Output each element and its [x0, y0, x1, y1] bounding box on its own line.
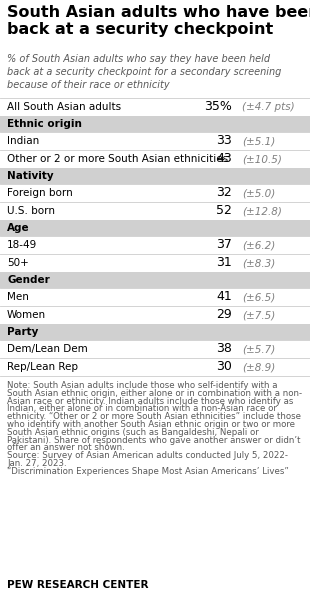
Text: (±12.8): (±12.8): [242, 206, 282, 216]
Text: Pakistani). Share of respondents who gave another answer or didn’t: Pakistani). Share of respondents who gav…: [7, 435, 300, 444]
Text: South Asian adults who have been held
back at a security checkpoint: South Asian adults who have been held ba…: [7, 5, 310, 38]
Text: All South Asian adults: All South Asian adults: [7, 102, 121, 112]
Text: 33: 33: [216, 135, 232, 148]
Text: Other or 2 or more South Asian ethnicities: Other or 2 or more South Asian ethniciti…: [7, 154, 228, 164]
Text: 32: 32: [216, 187, 232, 200]
Text: (±6.5): (±6.5): [242, 292, 275, 302]
Text: 41: 41: [216, 291, 232, 304]
Bar: [0, 324, 310, 340]
Text: Women: Women: [7, 310, 46, 320]
Text: Nativity: Nativity: [7, 171, 54, 181]
Text: U.S. born: U.S. born: [7, 206, 55, 216]
Text: 52: 52: [216, 205, 232, 218]
Text: Note: South Asian adults include those who self-identify with a: Note: South Asian adults include those w…: [7, 381, 277, 390]
Text: (±4.7 pts): (±4.7 pts): [242, 102, 294, 112]
Text: Indian, either alone or in combination with a non-Asian race or: Indian, either alone or in combination w…: [7, 404, 277, 413]
Text: (±8.3): (±8.3): [242, 258, 275, 268]
Text: South Asian ethnic origins (such as Bangaldeshi, Nepali or: South Asian ethnic origins (such as Bang…: [7, 428, 259, 437]
Bar: [0, 116, 310, 132]
Text: Jan. 27, 2023.: Jan. 27, 2023.: [7, 459, 67, 468]
Bar: [0, 272, 310, 288]
Text: Source: Survey of Asian American adults conducted July 5, 2022-: Source: Survey of Asian American adults …: [7, 451, 288, 460]
Text: Ethnic origin: Ethnic origin: [7, 119, 82, 129]
Text: 50+: 50+: [7, 258, 29, 268]
Text: “Discrimination Experiences Shape Most Asian Americans’ Lives”: “Discrimination Experiences Shape Most A…: [7, 467, 289, 476]
Text: offer an answer not shown.: offer an answer not shown.: [7, 443, 125, 453]
Text: who identify with another South Asian ethnic origin or two or more: who identify with another South Asian et…: [7, 420, 295, 429]
Text: Men: Men: [7, 292, 29, 302]
Text: ethnicity. “Other or 2 or more South Asian ethnicities” include those: ethnicity. “Other or 2 or more South Asi…: [7, 412, 301, 421]
Text: 38: 38: [216, 343, 232, 355]
Text: Gender: Gender: [7, 275, 50, 285]
Bar: [0, 220, 310, 236]
Text: 31: 31: [216, 257, 232, 270]
Text: 18-49: 18-49: [7, 240, 37, 250]
Text: Indian: Indian: [7, 136, 39, 146]
Text: (±5.1): (±5.1): [242, 136, 275, 146]
Text: Asian race or ethnicity. Indian adults include those who identify as: Asian race or ethnicity. Indian adults i…: [7, 396, 293, 405]
Text: (±5.0): (±5.0): [242, 188, 275, 198]
Text: (±6.2): (±6.2): [242, 240, 275, 250]
Text: (±5.7): (±5.7): [242, 344, 275, 354]
Text: 35%: 35%: [204, 100, 232, 114]
Text: (±8.9): (±8.9): [242, 362, 275, 372]
Text: 29: 29: [216, 309, 232, 322]
Text: Party: Party: [7, 327, 38, 337]
Text: Age: Age: [7, 223, 30, 233]
Bar: [0, 168, 310, 184]
Text: PEW RESEARCH CENTER: PEW RESEARCH CENTER: [7, 580, 148, 590]
Text: (±7.5): (±7.5): [242, 310, 275, 320]
Text: South Asian ethnic origin, either alone or in combination with a non-: South Asian ethnic origin, either alone …: [7, 389, 302, 398]
Text: % of South Asian adults who say they have been held
back at a security checkpoin: % of South Asian adults who say they hav…: [7, 54, 281, 90]
Text: (±10.5): (±10.5): [242, 154, 282, 164]
Text: Foreign born: Foreign born: [7, 188, 73, 198]
Text: 37: 37: [216, 239, 232, 252]
Text: 43: 43: [216, 152, 232, 166]
Text: Dem/Lean Dem: Dem/Lean Dem: [7, 344, 88, 354]
Text: 30: 30: [216, 361, 232, 374]
Text: Rep/Lean Rep: Rep/Lean Rep: [7, 362, 78, 372]
